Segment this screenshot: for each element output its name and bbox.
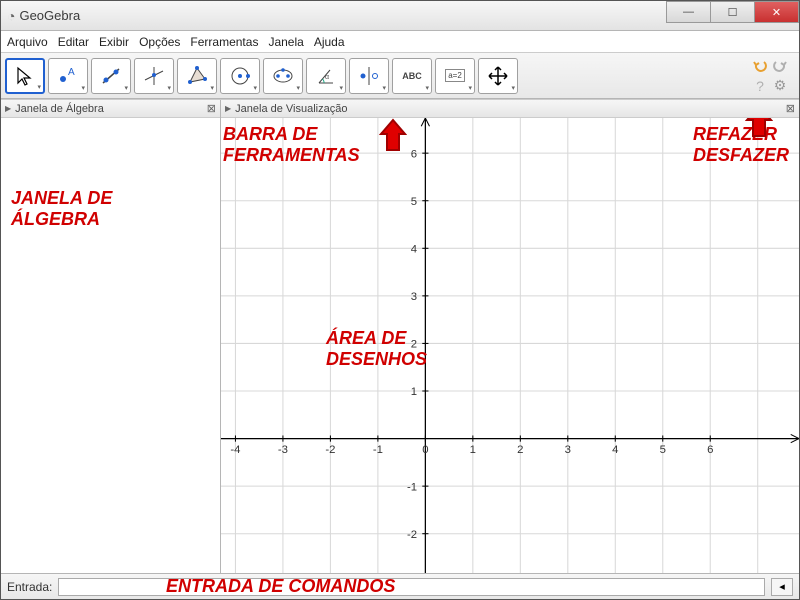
svg-text:4: 4	[612, 444, 618, 456]
svg-text:5: 5	[660, 444, 666, 456]
text-icon: ABC	[402, 71, 422, 81]
app-icon: ◔	[7, 8, 15, 24]
line-icon	[100, 65, 122, 87]
point-tool[interactable]: A ▾	[48, 58, 88, 94]
polygon-tool[interactable]: ▾	[177, 58, 217, 94]
svg-text:-3: -3	[278, 444, 288, 456]
text-tool[interactable]: ABC ▾	[392, 58, 432, 94]
reflect-tool[interactable]: ▾	[349, 58, 389, 94]
algebra-panel-title: Janela de Álgebra	[15, 103, 104, 115]
graphics-view[interactable]: -4-3-2-10123456-2-1123456 BARRA DE FERRA…	[221, 118, 799, 573]
graphics-panel-header[interactable]: ▶ Janela de Visualização ⊠	[221, 100, 799, 118]
coordinate-grid: -4 -3 -2 -1 0 1 2 3 4 5 6 -2 -1 1 2 3 4 5 6	[221, 118, 799, 573]
cursor-icon	[14, 65, 36, 87]
toolbar-right: ? ⚙	[751, 57, 795, 95]
input-label: Entrada:	[7, 580, 52, 594]
menu-exibir[interactable]: Exibir	[99, 35, 129, 49]
angle-icon: α	[315, 65, 337, 87]
svg-text:1: 1	[470, 444, 476, 456]
undo-button[interactable]	[751, 57, 769, 75]
redo-button[interactable]	[771, 57, 789, 75]
app-window: ◔ GeoGebra — ☐ ✕ Arquivo Editar Exibir O…	[0, 0, 800, 600]
ellipse-tool[interactable]: ▾	[263, 58, 303, 94]
annotation-algebra: JANELA DE ÁLGEBRA	[11, 188, 112, 229]
line-tool[interactable]: ▾	[91, 58, 131, 94]
input-bar: Entrada: ◂ ENTRADA DE COMANDOS	[1, 573, 799, 599]
settings-icon[interactable]: ⚙	[771, 77, 789, 95]
window-title: GeoGebra	[19, 8, 667, 23]
command-input[interactable]	[58, 578, 765, 596]
algebra-close-icon[interactable]: ⊠	[207, 102, 216, 115]
svg-text:-2: -2	[407, 529, 417, 541]
help-icon[interactable]: ?	[751, 77, 769, 95]
svg-text:2: 2	[517, 444, 523, 456]
svg-text:α: α	[325, 74, 329, 81]
toolbar: ▾ A ▾ ▾ ▾ ▾ ▾ ▾ α ▾	[1, 53, 799, 99]
svg-text:3: 3	[565, 444, 571, 456]
move-view-icon	[487, 65, 509, 87]
svg-text:2: 2	[411, 339, 417, 351]
polygon-icon	[186, 65, 208, 87]
chevron-right-icon: ▶	[5, 104, 11, 113]
graphics-close-icon[interactable]: ⊠	[786, 102, 795, 115]
perp-icon	[143, 65, 165, 87]
menu-arquivo[interactable]: Arquivo	[7, 35, 48, 49]
angle-tool[interactable]: α ▾	[306, 58, 346, 94]
main-area: ▶ Janela de Álgebra ⊠ JANELA DE ÁLGEBRA …	[1, 99, 799, 573]
circle-tool[interactable]: ▾	[220, 58, 260, 94]
svg-text:-1: -1	[373, 444, 383, 456]
svg-text:6: 6	[411, 148, 417, 160]
graphics-panel-title: Janela de Visualização	[235, 103, 347, 115]
reflect-icon	[358, 65, 380, 87]
point-icon: A	[57, 65, 79, 87]
titlebar: ◔ GeoGebra — ☐ ✕	[1, 1, 799, 31]
svg-text:3: 3	[411, 291, 417, 303]
svg-text:6: 6	[707, 444, 713, 456]
ellipse-icon	[272, 65, 294, 87]
minimize-button[interactable]: —	[666, 1, 711, 23]
svg-text:0: 0	[422, 444, 428, 456]
window-controls: — ☐ ✕	[667, 1, 799, 30]
algebra-panel-header[interactable]: ▶ Janela de Álgebra ⊠	[1, 100, 220, 118]
move-tool[interactable]: ▾	[5, 58, 45, 94]
svg-text:-4: -4	[230, 444, 240, 456]
perpendicular-tool[interactable]: ▾	[134, 58, 174, 94]
algebra-content: JANELA DE ÁLGEBRA	[1, 118, 220, 573]
chevron-right-icon: ▶	[225, 104, 231, 113]
graphics-panel: ▶ Janela de Visualização ⊠ -4 -3 -2 -1 0 1 2 3 4…	[221, 100, 799, 573]
menubar: Arquivo Editar Exibir Opções Ferramentas…	[1, 31, 799, 53]
svg-text:-2: -2	[325, 444, 335, 456]
circle-icon	[229, 65, 251, 87]
close-button[interactable]: ✕	[754, 1, 799, 23]
svg-text:A: A	[68, 67, 75, 78]
maximize-button[interactable]: ☐	[710, 1, 755, 23]
menu-editar[interactable]: Editar	[58, 35, 89, 49]
menu-opcoes[interactable]: Opções	[139, 35, 180, 49]
slider-tool[interactable]: a=2 ▾	[435, 58, 475, 94]
slider-icon: a=2	[445, 69, 465, 82]
svg-text:5: 5	[411, 196, 417, 208]
move-view-tool[interactable]: ▾	[478, 58, 518, 94]
algebra-panel: ▶ Janela de Álgebra ⊠ JANELA DE ÁLGEBRA	[1, 100, 221, 573]
input-help-button[interactable]: ◂	[771, 578, 793, 596]
menu-ajuda[interactable]: Ajuda	[314, 35, 345, 49]
menu-janela[interactable]: Janela	[268, 35, 303, 49]
svg-text:-1: -1	[407, 481, 417, 493]
svg-text:4: 4	[411, 243, 417, 255]
svg-text:1: 1	[411, 386, 417, 398]
menu-ferramentas[interactable]: Ferramentas	[190, 35, 258, 49]
